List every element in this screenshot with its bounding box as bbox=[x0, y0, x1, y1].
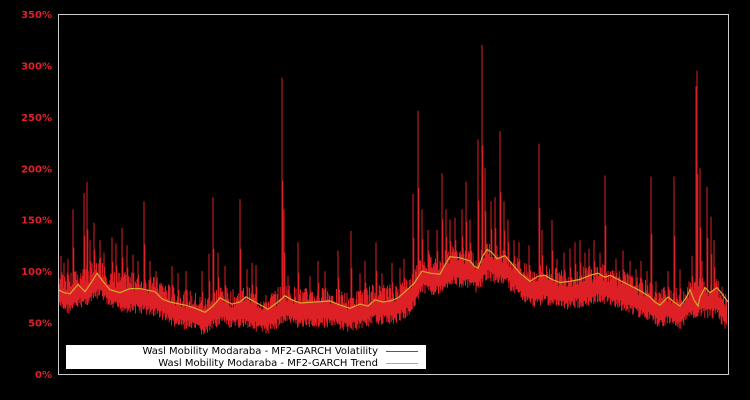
y-tick-label: 250% bbox=[21, 113, 52, 124]
plot-frame bbox=[58, 14, 729, 375]
legend-label: Wasl Mobility Modaraba - MF2-GARCH Volat… bbox=[142, 345, 378, 357]
y-axis: 0% 50% 100% 150% 200% 250% 300% 350% bbox=[21, 10, 52, 381]
legend-swatch-yellow bbox=[386, 362, 418, 364]
legend-label: Wasl Mobility Modaraba - MF2-GARCH Trend bbox=[158, 357, 378, 369]
y-tick-label: 50% bbox=[28, 319, 52, 330]
y-tick-label: 100% bbox=[21, 267, 52, 278]
volatility-line bbox=[58, 44, 727, 335]
legend-item-volatility: Wasl Mobility Modaraba - MF2-GARCH Volat… bbox=[142, 345, 418, 357]
volatility-series bbox=[58, 44, 727, 335]
legend-item-trend: Wasl Mobility Modaraba - MF2-GARCH Trend bbox=[158, 357, 418, 369]
y-tick-label: 200% bbox=[21, 164, 52, 175]
legend: Wasl Mobility Modaraba - MF2-GARCH Volat… bbox=[66, 345, 426, 369]
y-tick-label: 350% bbox=[21, 10, 52, 21]
y-tick-label: 150% bbox=[21, 216, 52, 227]
legend-swatch-red bbox=[386, 350, 418, 352]
plot-area bbox=[57, 44, 729, 335]
y-tick-label: 0% bbox=[35, 370, 52, 381]
trend-series bbox=[57, 248, 729, 313]
y-tick-label: 300% bbox=[21, 61, 52, 72]
